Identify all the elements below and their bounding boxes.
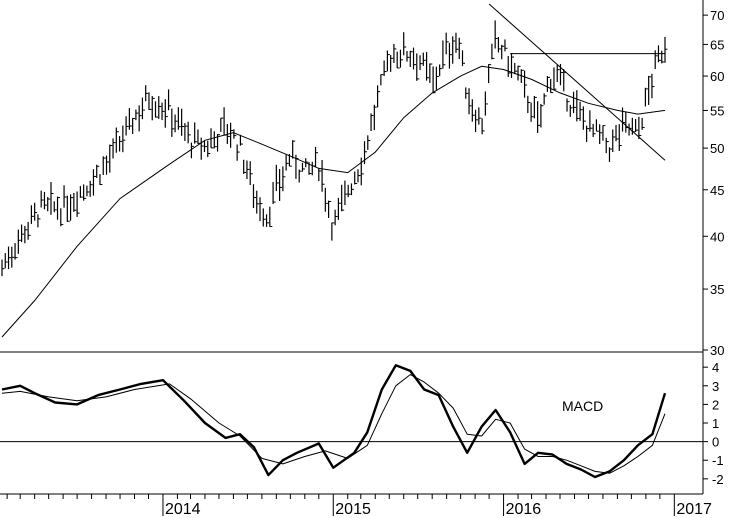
macd-label: MACD xyxy=(562,398,603,414)
x-axis: 2014 2015 2016 2017 xyxy=(6,494,712,518)
macd-y-tick-label: 4 xyxy=(712,360,719,375)
price-y-tick-label: 35 xyxy=(710,282,724,297)
price-y-tick-label: 55 xyxy=(710,103,724,118)
price-y-tick-label: 50 xyxy=(710,141,724,156)
moving-average-line xyxy=(1,65,666,338)
price-y-tick-label: 70 xyxy=(710,8,724,23)
price-y-tick-label: 30 xyxy=(710,343,724,358)
chart-frame xyxy=(0,0,704,495)
year-label: 2017 xyxy=(676,501,712,518)
price-y-tick-label: 65 xyxy=(710,37,724,52)
price-y-tick-label: 40 xyxy=(710,229,724,244)
price-panel: 30 35 40 45 50 55 60 65 70 xyxy=(1,3,724,358)
macd-y-tick-label: 3 xyxy=(712,379,719,394)
trendline xyxy=(488,3,666,161)
year-label: 2014 xyxy=(165,501,201,518)
macd-y-tick-label: 1 xyxy=(712,416,719,431)
macd-line xyxy=(1,364,667,479)
macd-panel: MACD -2 -1 0 1 2 3 4 xyxy=(0,360,724,487)
macd-y-tick-label: 0 xyxy=(712,435,719,450)
year-label: 2016 xyxy=(506,501,542,518)
macd-y-tick-label: -1 xyxy=(712,453,724,468)
year-label: 2015 xyxy=(335,501,371,518)
price-y-tick-label: 45 xyxy=(710,183,724,198)
signal-line xyxy=(1,374,666,474)
macd-y-tick-label: 2 xyxy=(712,397,719,412)
price-y-tick-label: 60 xyxy=(710,69,724,84)
macd-y-tick-label: -2 xyxy=(712,472,724,487)
